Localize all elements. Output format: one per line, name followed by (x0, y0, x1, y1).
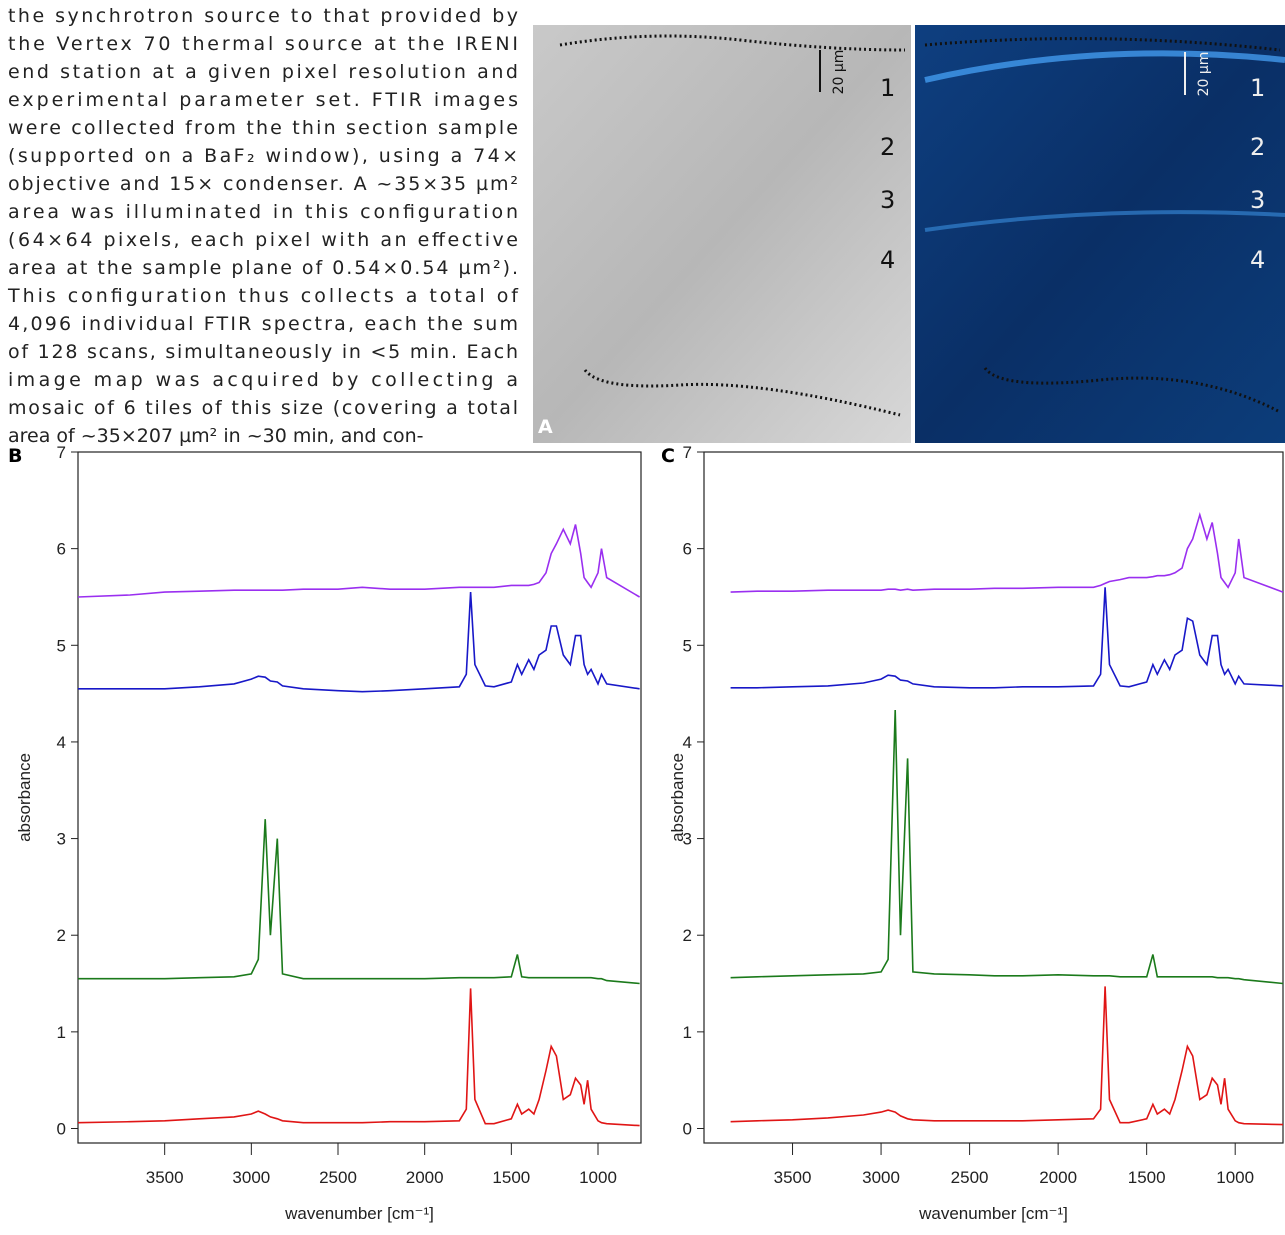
layer-label: 3 (1250, 186, 1265, 214)
text-line: area was illuminated in this configurati… (8, 201, 518, 223)
text-line: This configuration thus collects a total… (7, 285, 519, 307)
y-tick-label: 7 (57, 443, 66, 462)
y-tick-label: 7 (683, 443, 692, 462)
spectrum-line (78, 819, 640, 985)
y-tick-label: 6 (683, 540, 692, 559)
y-tick-label: 2 (683, 926, 692, 945)
panel-label: B (8, 445, 22, 467)
panel-label: A (538, 416, 553, 438)
x-tick-label: 2500 (951, 1168, 989, 1187)
x-tick-label: 2000 (406, 1168, 444, 1187)
x-tick-label: 1500 (492, 1168, 530, 1187)
spectrum-line (730, 587, 1284, 689)
text-line: objective and 15× condenser. A ~35×35 µm… (8, 173, 518, 195)
y-tick-label: 2 (57, 926, 66, 945)
y-tick-label: 1 (683, 1023, 692, 1042)
text-line: the Vertex 70 thermal source at the IREN… (8, 33, 518, 55)
scale-bar-label: 20 µm (831, 50, 847, 95)
text-line: the synchrotron source to that provided … (8, 5, 518, 27)
text-line: were collected from the thin section sam… (8, 117, 518, 139)
layer-label: 2 (1250, 133, 1265, 161)
spectrum-line (730, 709, 1284, 985)
text-line: mosaic of 6 tiles of this size (covering… (8, 397, 518, 419)
image-brightfield (533, 25, 911, 443)
y-tick-label: 4 (683, 733, 692, 752)
x-tick-label: 3500 (774, 1168, 812, 1187)
text-line: image map was acquired by collecting a (8, 369, 518, 391)
y-tick-label: 4 (57, 733, 66, 752)
x-tick-label: 2000 (1039, 1168, 1077, 1187)
y-tick-label: 0 (57, 1120, 66, 1139)
x-axis-label: wavenumber [cm⁻¹] (284, 1204, 434, 1223)
text-line: area of ~35×207 µm² in ~30 min, and con- (8, 425, 424, 447)
y-tick-label: 5 (57, 636, 66, 655)
layer-label: 2 (880, 133, 895, 161)
layer-label: 3 (880, 186, 895, 214)
spectrum-line (730, 511, 1284, 593)
text-line: 4,096 individual FTIR spectra, each the … (8, 313, 518, 335)
text-line: of 128 scans, simultaneously in <5 min. … (8, 341, 518, 363)
x-tick-label: 1500 (1128, 1168, 1166, 1187)
y-tick-label: 1 (57, 1023, 66, 1042)
x-axis-label: wavenumber [cm⁻¹] (918, 1204, 1068, 1223)
y-axis-label: absorbance (15, 753, 34, 842)
x-tick-label: 3500 (146, 1168, 184, 1187)
image-fluorescence (915, 25, 1285, 443)
layer-label: 1 (1250, 74, 1265, 102)
y-tick-label: 6 (57, 540, 66, 559)
spectrum-line (77, 524, 641, 598)
text-line: end station at a given pixel resolution … (8, 61, 518, 83)
y-tick-label: 5 (683, 636, 692, 655)
x-tick-label: 2500 (319, 1168, 357, 1187)
x-tick-label: 3000 (232, 1168, 270, 1187)
spectrum-line (78, 592, 640, 693)
layer-label: 4 (1250, 246, 1265, 274)
layer-label: 4 (880, 246, 895, 274)
x-tick-label: 3000 (862, 1168, 900, 1187)
text-line: area at the sample plane of 0.54×0.54 µm… (8, 257, 518, 279)
scale-bar-label: 20 µm (1196, 52, 1212, 97)
y-tick-label: 3 (57, 830, 66, 849)
spectrum-line (730, 986, 1284, 1126)
text-line: (64×64 pixels, each pixel with an effect… (8, 229, 518, 251)
text-line: experimental parameter set. FTIR images (8, 89, 518, 111)
layer-label: 1 (880, 74, 895, 102)
x-tick-label: 1000 (1216, 1168, 1254, 1187)
plot-frame (703, 451, 1284, 1144)
plot-frame (77, 451, 642, 1144)
y-tick-label: 3 (683, 830, 692, 849)
y-axis-label: absorbance (668, 753, 687, 842)
y-tick-label: 0 (683, 1120, 692, 1139)
panel-label: C (661, 445, 675, 467)
x-tick-label: 1000 (579, 1168, 617, 1187)
spectrum-line (77, 988, 640, 1127)
text-line: (supported on a BaF₂ window), using a 74… (8, 145, 518, 167)
